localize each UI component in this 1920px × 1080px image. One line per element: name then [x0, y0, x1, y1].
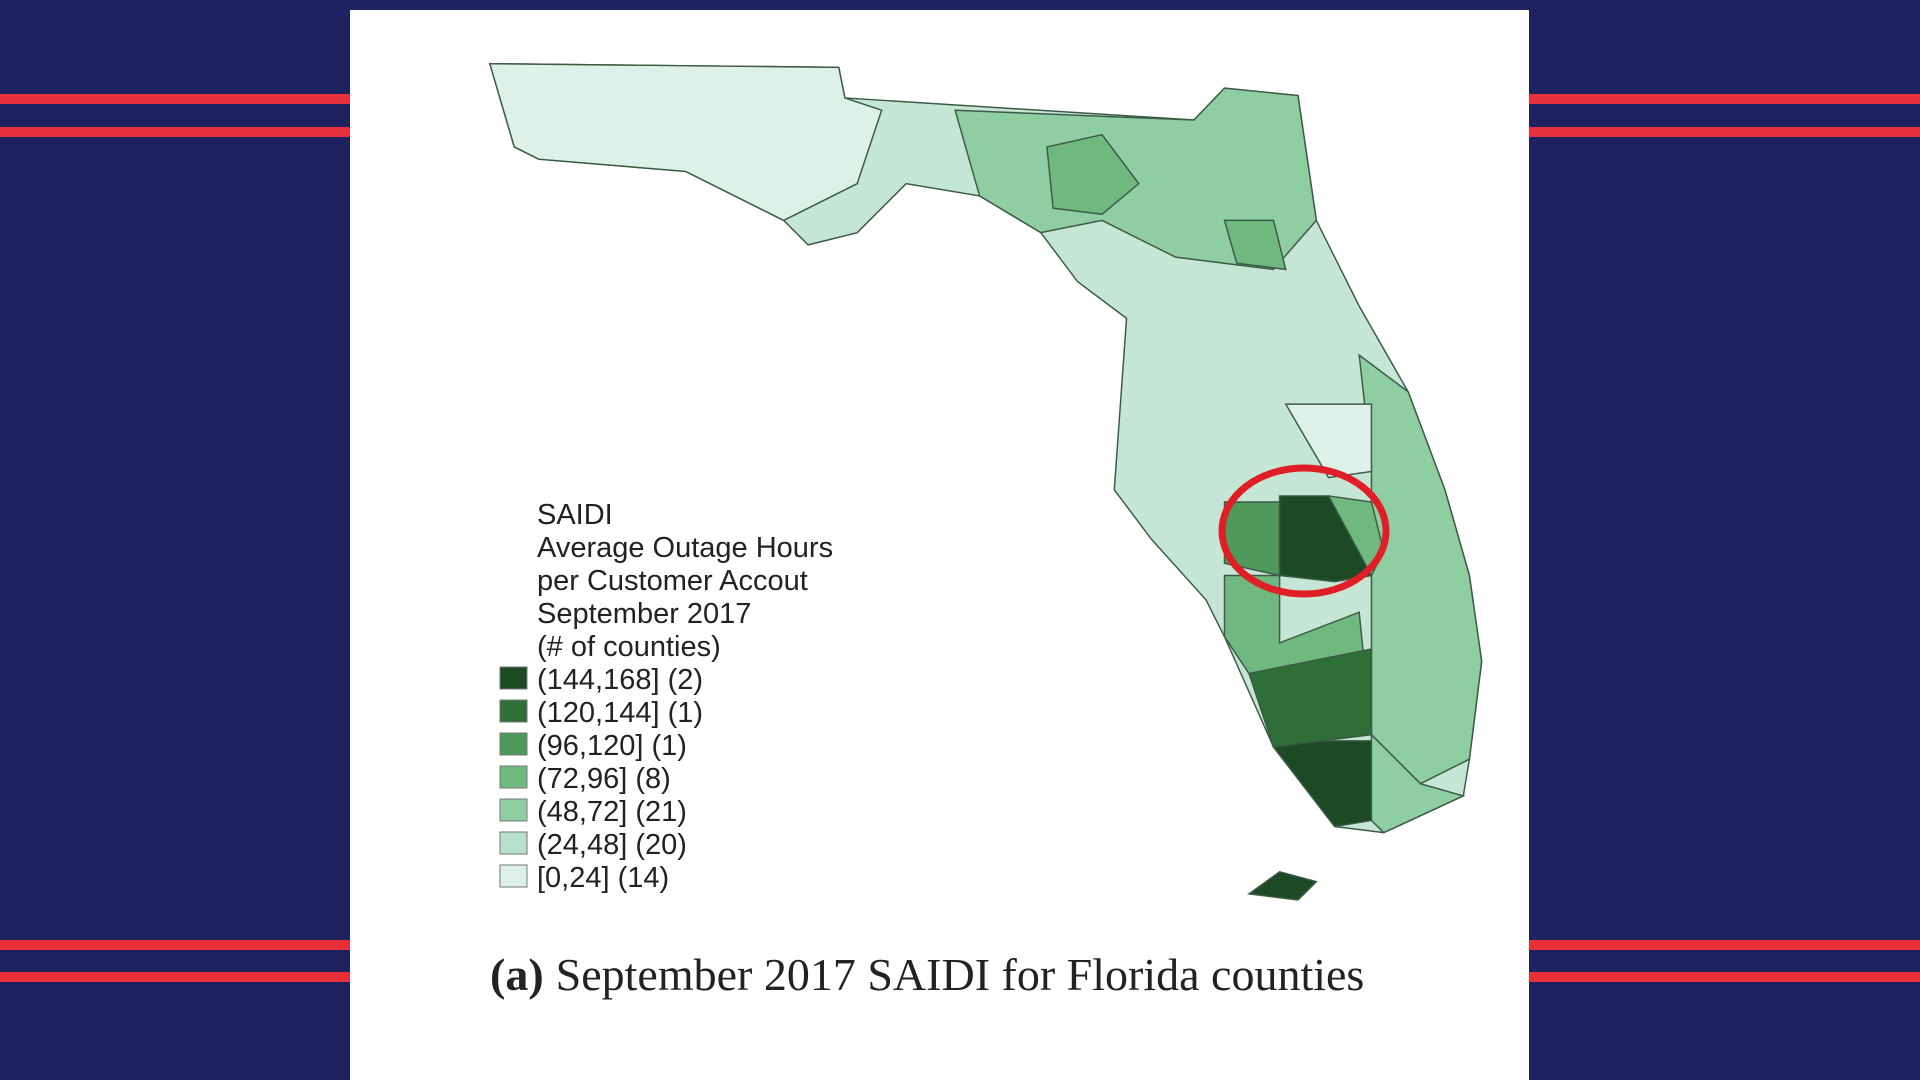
- legend-title: per Customer Accout: [537, 565, 808, 597]
- legend-label: (48,72] (21): [537, 796, 687, 828]
- legend-swatch: [499, 765, 528, 789]
- legend-swatch: [499, 732, 528, 756]
- legend-swatch: [499, 831, 528, 855]
- legend-title: Average Outage Hours: [537, 532, 833, 564]
- legend-label: (72,96] (8): [537, 763, 671, 795]
- caption: (a) September 2017 SAIDI for Florida coun…: [490, 949, 1364, 1000]
- legend-label: (120,144] (1): [537, 697, 703, 729]
- legend-title: (# of counties): [537, 631, 721, 663]
- highlight-circle: [1218, 464, 1390, 598]
- stripes: [0, 94, 1920, 982]
- caption-label: (a): [490, 949, 544, 1000]
- legend-swatch: [499, 864, 528, 888]
- legend-swatch: [499, 699, 528, 723]
- legend-title: SAIDI: [537, 499, 613, 531]
- caption-text: September 2017 SAIDI for Florida countie…: [556, 949, 1365, 1000]
- legend-label: (24,48] (20): [537, 829, 687, 861]
- legend-label: (96,120] (1): [537, 730, 687, 762]
- legend-title: September 2017: [537, 598, 751, 630]
- legend-label: [0,24] (14): [537, 862, 669, 894]
- florida-map: [488, 62, 1483, 901]
- legend-swatch: [499, 798, 528, 822]
- legend-label: (144,168] (2): [537, 664, 703, 696]
- legend-swatch: [499, 666, 528, 690]
